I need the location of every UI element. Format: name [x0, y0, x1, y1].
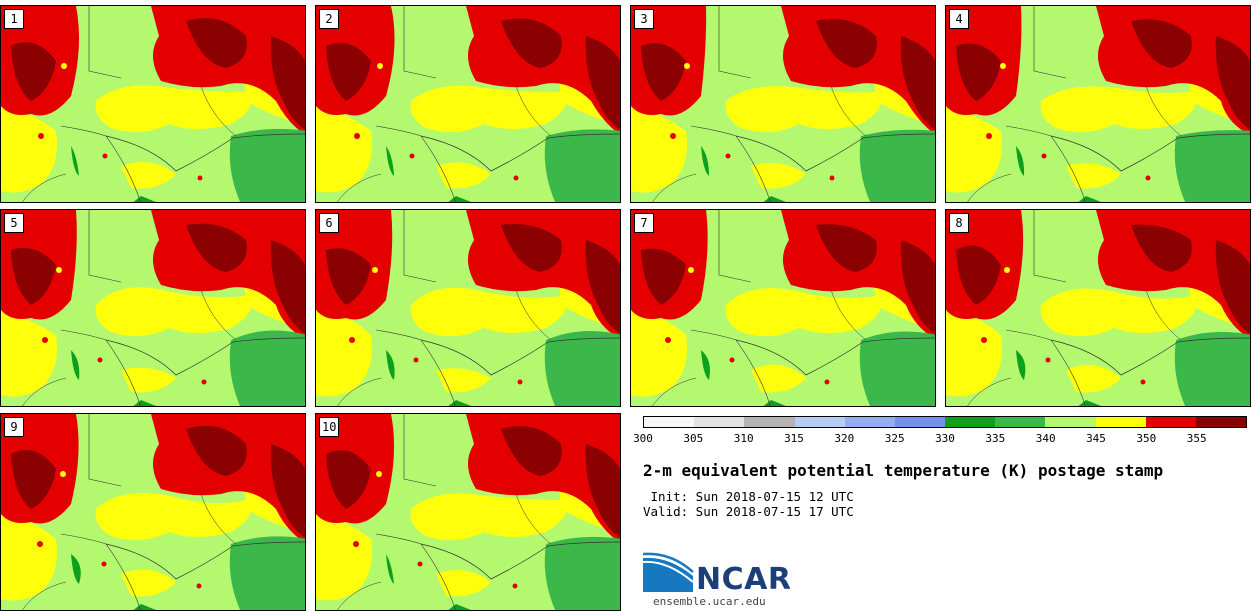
colorbar-swatch [894, 417, 946, 427]
member-map [946, 210, 1250, 406]
logo-url: ensemble.ucar.edu [653, 595, 766, 608]
ensemble-member-panel[interactable]: 6 [315, 209, 621, 407]
colorbar-tick-label: 300 [633, 432, 653, 445]
colorbar-tick-label: 305 [683, 432, 704, 445]
ensemble-member-panel[interactable]: 3 [630, 5, 936, 203]
member-map [1, 210, 305, 406]
member-number: 4 [949, 9, 969, 29]
member-map [316, 414, 620, 610]
colorbar-swatch [1045, 417, 1096, 427]
colorbar-swatch [945, 417, 996, 427]
ensemble-member-panel[interactable]: 1 [0, 5, 306, 203]
colorbar-tick-label: 330 [935, 432, 955, 445]
init-time: Init: Sun 2018-07-15 12 UTC [643, 489, 854, 504]
member-number: 8 [949, 213, 969, 233]
member-number: 1 [4, 9, 24, 29]
colorbar-tick-label: 350 [1136, 432, 1157, 445]
colorbar-swatch [694, 417, 745, 427]
member-map [631, 210, 935, 406]
colorbar-swatch [995, 417, 1046, 427]
colorbar-tick-label: 345 [1086, 432, 1106, 445]
member-number: 9 [4, 417, 24, 437]
colorbar-tick-label: 320 [834, 432, 855, 445]
product-title: 2-m equivalent potential temperature (K)… [643, 461, 1164, 480]
colorbar-swatch [794, 417, 845, 427]
ensemble-member-panel[interactable]: 5 [0, 209, 306, 407]
ensemble-member-panel[interactable]: 2 [315, 5, 621, 203]
colorbar [643, 416, 1247, 428]
ensemble-member-panel[interactable]: 9 [0, 413, 306, 611]
member-number: 5 [4, 213, 24, 233]
colorbar-tick-label: 315 [784, 432, 804, 445]
colorbar-tick-label: 310 [733, 432, 754, 445]
member-map [316, 210, 620, 406]
ensemble-member-panel[interactable]: 4 [945, 5, 1251, 203]
member-map [1, 6, 305, 202]
member-number: 7 [634, 213, 654, 233]
colorbar-swatch [844, 417, 895, 427]
colorbar-tick-label: 340 [1035, 432, 1056, 445]
colorbar-swatch [744, 417, 795, 427]
member-number: 6 [319, 213, 339, 233]
colorbar-swatch [1095, 417, 1146, 427]
member-map [316, 6, 620, 202]
member-map [1, 414, 305, 610]
logo-text: NCAR [696, 562, 792, 597]
colorbar-tick-label: 335 [985, 432, 1006, 445]
colorbar-swatch [1195, 417, 1247, 427]
ensemble-member-panel[interactable]: 10 [315, 413, 621, 611]
valid-time: Valid: Sun 2018-07-15 17 UTC [643, 504, 854, 519]
member-number: 10 [319, 417, 340, 437]
member-map [946, 6, 1250, 202]
member-number: 2 [319, 9, 339, 29]
colorbar-swatch [1145, 417, 1196, 427]
colorbar-swatch [644, 417, 695, 427]
colorbar-ticks: 300 305 310 315 320 325 330 335 340 345 350 355 [633, 432, 1247, 446]
colorbar-tick-label: 355 [1186, 432, 1207, 445]
colorbar-tick-label: 325 [884, 432, 905, 445]
ncar-logo-icon [643, 552, 694, 592]
member-number: 3 [634, 9, 654, 29]
member-map [631, 6, 935, 202]
ensemble-member-panel[interactable]: 8 [945, 209, 1251, 407]
ensemble-member-panel[interactable]: 7 [630, 209, 936, 407]
